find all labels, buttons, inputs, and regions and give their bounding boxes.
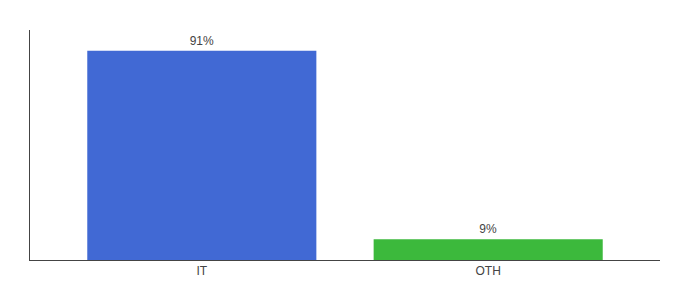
svg-text:9%: 9% [479,222,497,236]
svg-text:91%: 91% [190,34,214,48]
svg-text:OTH: OTH [476,264,501,278]
svg-text:IT: IT [196,264,207,278]
